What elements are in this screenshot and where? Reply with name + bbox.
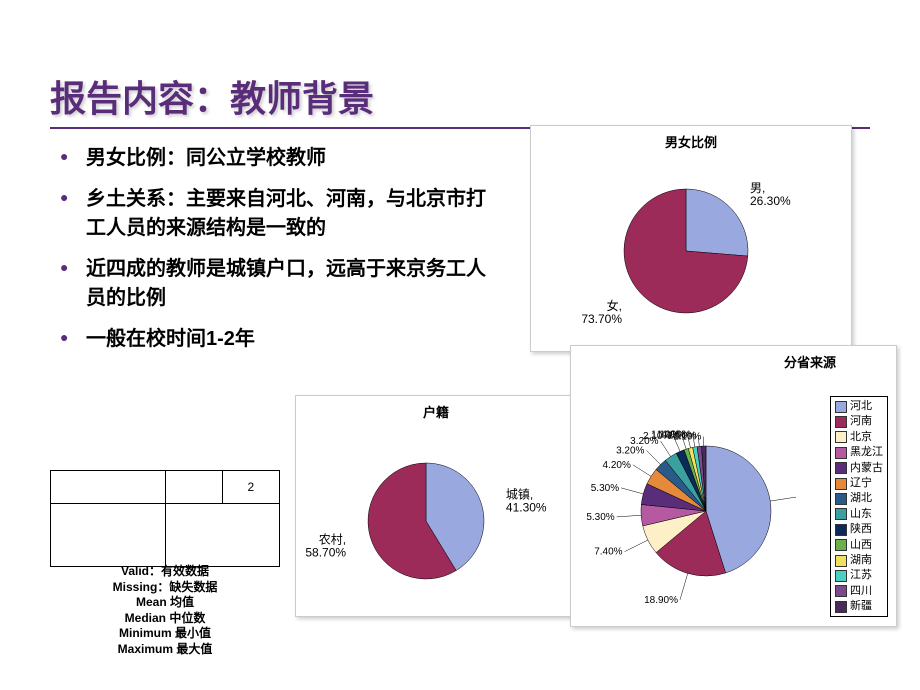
svg-text:26.30%: 26.30% [750, 194, 791, 208]
bullet-item: 一般在校时间1-2年 [60, 325, 500, 354]
legend-swatch [835, 555, 847, 567]
legend-row: 山西 [835, 538, 883, 553]
legend-swatch [835, 401, 847, 413]
legend-row: 北京 [835, 430, 883, 445]
legend-row: 湖南 [835, 553, 883, 568]
province-pie: 45.30%18.90%7.40%5.30%5.30%4.20%3.20%3.2… [571, 371, 796, 626]
bullet-item: 乡土关系：主要来自河北、河南，与北京市打工人员的来源结构是一致的 [60, 185, 500, 243]
legend-label: 河南 [850, 414, 872, 429]
svg-text:农村,: 农村, [319, 532, 346, 546]
stats-table: 2 [50, 470, 280, 567]
province-legend: 河北河南北京黑龙江内蒙古辽宁湖北山东陕西山西湖南江苏四川新疆 [830, 396, 888, 617]
legend-label: 山西 [850, 538, 872, 553]
legend-swatch [835, 447, 847, 459]
table-cell [165, 504, 280, 567]
legend-row: 辽宁 [835, 476, 883, 491]
svg-text:男,: 男, [750, 181, 765, 195]
svg-text:5.30%: 5.30% [586, 512, 614, 523]
legend-swatch [835, 539, 847, 551]
legend-label: 山东 [850, 507, 872, 522]
gender-pie: 男,26.30% 女,73.70% [531, 151, 851, 351]
legend-row: 湖北 [835, 491, 883, 506]
legend-swatch [835, 570, 847, 582]
legend-swatch [835, 524, 847, 536]
legend-label: 北京 [850, 430, 872, 445]
hukou-pie: 城镇,41.30% 农村,58.70% [296, 421, 576, 616]
legend-row: 四川 [835, 584, 883, 599]
legend-swatch [835, 462, 847, 474]
glossary-line: Median 中位数 [80, 611, 250, 627]
table-cell [51, 471, 166, 504]
legend-label: 河北 [850, 399, 872, 414]
bullet-list: 男女比例：同公立学校教师 乡土关系：主要来自河北、河南，与北京市打工人员的来源结… [0, 144, 500, 354]
legend-swatch [835, 478, 847, 490]
svg-text:1.10%: 1.10% [673, 432, 701, 443]
table-cell [51, 504, 166, 567]
legend-label: 湖北 [850, 491, 872, 506]
legend-label: 陕西 [850, 522, 872, 537]
slide-title: 报告内容：教师背景 [0, 0, 920, 122]
legend-label: 湖南 [850, 553, 872, 568]
svg-text:7.40%: 7.40% [594, 547, 622, 558]
legend-swatch [835, 493, 847, 505]
legend-row: 山东 [835, 507, 883, 522]
legend-row: 河南 [835, 414, 883, 429]
legend-label: 新疆 [850, 599, 872, 614]
svg-text:城镇,: 城镇, [506, 488, 533, 502]
legend-label: 江苏 [850, 568, 872, 583]
gender-chart-title: 男女比例 [531, 126, 851, 151]
svg-text:58.70%: 58.70% [305, 545, 346, 559]
legend-label: 黑龙江 [850, 445, 883, 460]
svg-text:73.70%: 73.70% [581, 312, 622, 326]
legend-row: 江苏 [835, 568, 883, 583]
hukou-chart-panel: 户籍 城镇,41.30% 农村,58.70% [295, 395, 577, 617]
legend-label: 辽宁 [850, 476, 872, 491]
glossary: Valid：有效数据 Missing：缺失数据 Mean 均值 Median 中… [80, 564, 250, 658]
province-chart-title: 分省来源 [571, 346, 896, 371]
glossary-line: Maximum 最大值 [80, 642, 250, 658]
table-cell: 2 [222, 471, 279, 504]
gender-chart-panel: 男女比例 男,26.30% 女,73.70% [530, 125, 852, 352]
glossary-line: Mean 均值 [80, 595, 250, 611]
svg-text:3.20%: 3.20% [616, 445, 644, 456]
bullet-item: 男女比例：同公立学校教师 [60, 144, 500, 173]
table-cell [165, 471, 222, 504]
legend-row: 黑龙江 [835, 445, 883, 460]
legend-label: 内蒙古 [850, 461, 883, 476]
svg-text:4.20%: 4.20% [603, 460, 631, 471]
glossary-line: Minimum 最小值 [80, 626, 250, 642]
legend-row: 陕西 [835, 522, 883, 537]
legend-swatch [835, 508, 847, 520]
svg-text:18.90%: 18.90% [644, 595, 678, 606]
legend-swatch [835, 585, 847, 597]
table-row: 2 [51, 471, 280, 504]
bullet-item: 近四成的教师是城镇户口，远高于来京务工人员的比例 [60, 255, 500, 313]
svg-text:5.30%: 5.30% [591, 483, 619, 494]
hukou-chart-title: 户籍 [296, 396, 576, 421]
legend-label: 四川 [850, 584, 872, 599]
province-chart-panel: 分省来源 45.30%18.90%7.40%5.30%5.30%4.20%3.2… [570, 345, 897, 627]
svg-text:41.30%: 41.30% [506, 501, 547, 515]
legend-row: 新疆 [835, 599, 883, 614]
glossary-line: Missing：缺失数据 [80, 580, 250, 596]
legend-swatch [835, 431, 847, 443]
table-row [51, 504, 280, 567]
legend-swatch [835, 601, 847, 613]
glossary-line: Valid：有效数据 [80, 564, 250, 580]
legend-row: 河北 [835, 399, 883, 414]
legend-swatch [835, 416, 847, 428]
legend-row: 内蒙古 [835, 461, 883, 476]
svg-text:女,: 女, [607, 298, 622, 313]
